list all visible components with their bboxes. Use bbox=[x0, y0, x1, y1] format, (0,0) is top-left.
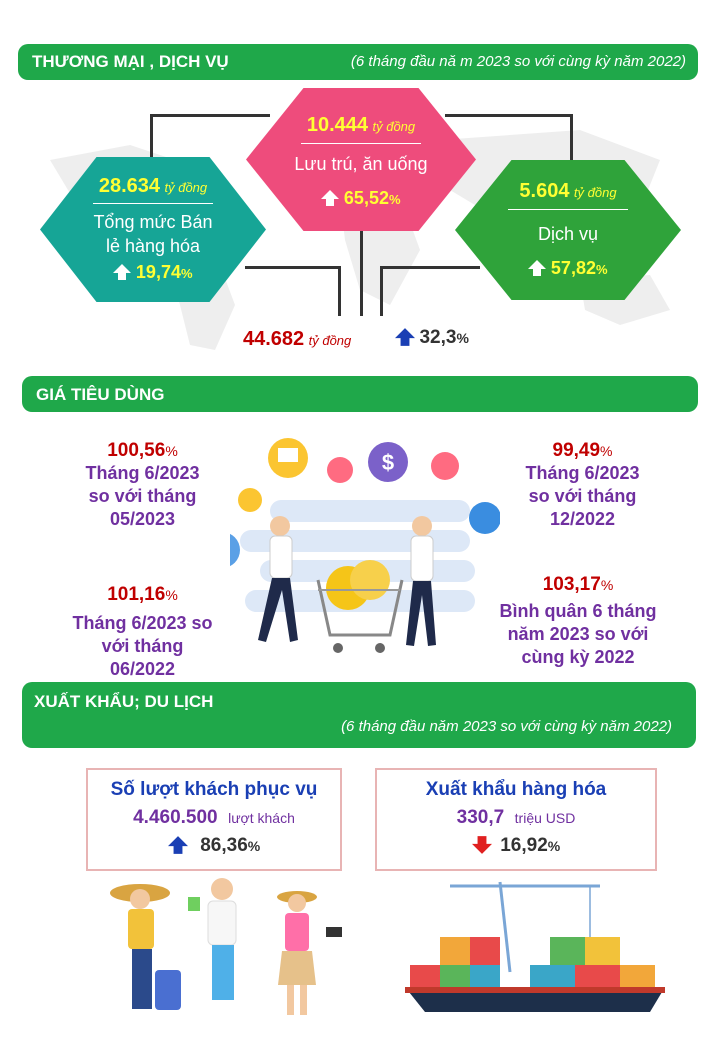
total-unit: tỷ đồng bbox=[308, 333, 352, 348]
cpi-item-month: 100,56% Tháng 6/2023 so với tháng 05/202… bbox=[60, 440, 225, 531]
cpi-label-line: Tháng 6/2023 bbox=[85, 463, 200, 483]
lodging-pct-sign: % bbox=[388, 192, 401, 207]
cargo-ship-illustration bbox=[405, 881, 665, 1012]
clipboard-icon bbox=[327, 457, 353, 483]
cpi-sign: % bbox=[165, 587, 178, 603]
cpi-label-line: với tháng bbox=[101, 636, 184, 656]
megaphone-icon bbox=[431, 452, 459, 480]
cpi-label-line: cùng kỳ 2022 bbox=[521, 647, 635, 667]
cpi-value: 101,16 bbox=[107, 584, 166, 605]
retail-label-line1: Tổng mức Bán bbox=[93, 212, 213, 232]
browser-icon bbox=[469, 502, 500, 534]
connector-line bbox=[245, 266, 340, 269]
section-cpi-header: GIÁ TIÊU DÙNG bbox=[22, 376, 698, 412]
cpi-label-line: Bình quân 6 tháng bbox=[499, 601, 657, 621]
section-trade-header: THƯƠNG MẠI , DỊCH VỤ (6 tháng đầu nă m 2… bbox=[18, 44, 698, 80]
export-pct: 16,92 bbox=[500, 835, 548, 856]
total-pct: 32,3 bbox=[419, 327, 457, 348]
cpi-label-line: Tháng 6/2023 bbox=[525, 463, 640, 483]
cpi-value: 103,17 bbox=[542, 574, 601, 595]
lodging-value: 10.444 bbox=[306, 114, 369, 136]
connector-line bbox=[338, 266, 341, 316]
cpi-item-year: 101,16% Tháng 6/2023 so với tháng 06/202… bbox=[55, 584, 230, 681]
lightbulb-icon bbox=[238, 488, 262, 512]
tourists-illustration bbox=[110, 878, 342, 1015]
lodging-pct: 65,52 bbox=[343, 188, 389, 208]
up-arrow-icon bbox=[167, 836, 188, 854]
down-arrow-icon bbox=[471, 836, 492, 854]
lodging-label: Lưu trú, ăn uống bbox=[294, 154, 428, 174]
dollar-icon bbox=[368, 442, 408, 482]
section-trade-subtitle: (6 tháng đầu nă m 2023 so với cùng kỳ nă… bbox=[350, 53, 686, 70]
retail-label-line2: lẻ hàng hóa bbox=[105, 236, 201, 256]
services-pct: 57,82 bbox=[550, 258, 596, 278]
up-arrow-icon bbox=[321, 190, 340, 206]
cpi-value: 99,49 bbox=[552, 440, 601, 461]
export-unit: triệu USD bbox=[514, 810, 576, 826]
connector-line bbox=[380, 268, 383, 316]
tourism-value: 4.460.500 bbox=[133, 807, 218, 828]
cpi-label-line: so với tháng bbox=[88, 486, 197, 506]
retail-pct-sign: % bbox=[180, 266, 193, 281]
cpi-label-line: năm 2023 so với bbox=[507, 624, 649, 644]
up-arrow-icon bbox=[528, 260, 547, 276]
services-label: Dịch vụ bbox=[537, 224, 599, 244]
gear-icon bbox=[230, 533, 240, 567]
export-card: Xuất khẩu hàng hóa 330,7 triệu USD 16,92… bbox=[375, 768, 657, 871]
services-unit: tỷ đồng bbox=[573, 185, 617, 200]
up-arrow-icon bbox=[395, 328, 415, 346]
total-pct-sign: % bbox=[456, 330, 469, 346]
connector-line bbox=[570, 114, 573, 164]
section-export-title: XUẤT KHẨU; DU LỊCH bbox=[34, 692, 214, 711]
connector-line bbox=[380, 266, 480, 269]
cpi-item-average: 103,17% Bình quân 6 tháng năm 2023 so vớ… bbox=[488, 574, 668, 669]
services-value: 5.604 bbox=[519, 180, 570, 202]
connector-line bbox=[150, 114, 270, 117]
retail-value: 28.634 bbox=[98, 175, 161, 197]
cpi-label-line: 12/2022 bbox=[549, 509, 616, 529]
cpi-label-line: so với tháng bbox=[528, 486, 637, 506]
retail-pct: 19,74 bbox=[135, 262, 181, 282]
retail-unit: tỷ đồng bbox=[164, 180, 208, 195]
tourism-unit: lượt khách bbox=[228, 810, 295, 826]
tourism-title: Số lượt khách phục vụ bbox=[110, 779, 318, 800]
cpi-label-line: 05/2023 bbox=[109, 509, 176, 529]
section-export-header: XUẤT KHẨU; DU LỊCH (6 tháng đầu năm 2023… bbox=[22, 682, 696, 748]
export-value: 330,7 bbox=[456, 807, 505, 828]
total-value: 44.682 bbox=[243, 328, 305, 350]
connector-line bbox=[360, 228, 363, 316]
export-pct-sign: % bbox=[547, 838, 561, 854]
up-arrow-icon bbox=[113, 264, 132, 280]
tourism-pct: 86,36 bbox=[200, 835, 248, 856]
connector-line bbox=[445, 114, 573, 117]
shopping-illustration: $ bbox=[230, 438, 500, 653]
cpi-item-december: 99,49% Tháng 6/2023 so với tháng 12/2022 bbox=[500, 440, 665, 531]
export-title: Xuất khẩu hàng hóa bbox=[425, 779, 607, 800]
section-export-subtitle: (6 tháng đầu năm 2023 so với cùng kỳ năm… bbox=[341, 718, 672, 735]
lodging-hexagon: 10.444 tỷ đồng Lưu trú, ăn uống 65,52% bbox=[246, 88, 476, 231]
section-trade-title: THƯƠNG MẠI , DỊCH VỤ bbox=[32, 52, 229, 71]
svg-text:$: $ bbox=[382, 450, 394, 475]
connector-line bbox=[150, 115, 153, 160]
lodging-unit: tỷ đồng bbox=[372, 119, 416, 134]
total-growth: 32,3% bbox=[395, 327, 469, 349]
trade-total: 44.682 tỷ đồng bbox=[243, 328, 351, 351]
cpi-value: 100,56 bbox=[107, 440, 166, 461]
cpi-sign: % bbox=[600, 443, 613, 459]
cpi-label-line: Tháng 6/2023 so bbox=[72, 613, 213, 633]
cpi-sign: % bbox=[165, 443, 178, 459]
cpi-sign: % bbox=[600, 577, 614, 593]
tourism-card: Số lượt khách phục vụ 4.460.500 lượt khá… bbox=[86, 768, 342, 871]
services-pct-sign: % bbox=[595, 262, 608, 277]
tourism-pct-sign: % bbox=[247, 838, 261, 854]
cpi-label-line: 06/2022 bbox=[109, 659, 176, 679]
section-cpi-title: GIÁ TIÊU DÙNG bbox=[36, 385, 165, 404]
